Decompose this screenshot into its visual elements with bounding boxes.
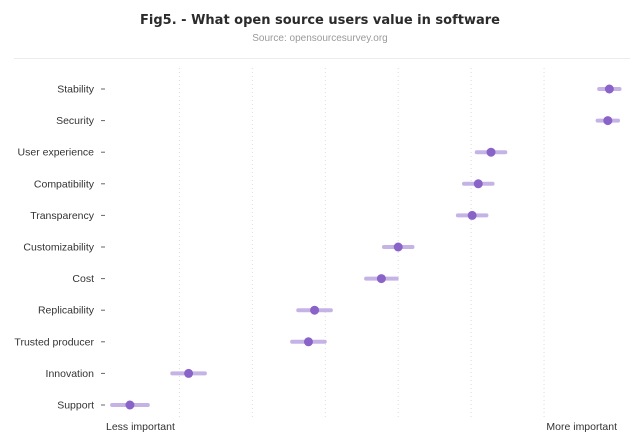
- category-label-user-experience: User experience: [18, 147, 95, 159]
- category-label-cost: Cost: [72, 273, 94, 285]
- chart-title: Fig5. - What open source users value in …: [140, 13, 500, 28]
- data-point-support: [125, 400, 135, 410]
- data-point-trusted-producer: [303, 337, 313, 347]
- data-point-cost: [376, 274, 386, 284]
- title-divider: [14, 58, 630, 59]
- category-label-compatibility: Compatibility: [34, 178, 95, 190]
- data-points: [125, 84, 614, 410]
- chart-subtitle: Source: opensourcesurvey.org: [252, 33, 388, 44]
- data-point-user-experience: [486, 147, 496, 157]
- data-point-innovation: [184, 368, 194, 378]
- data-point-transparency: [467, 210, 477, 220]
- category-label-transparency: Transparency: [30, 210, 95, 222]
- data-point-customizability: [393, 242, 403, 252]
- category-label-stability: Stability: [57, 84, 95, 96]
- grid-lines: [178, 68, 545, 418]
- data-point-compatibility: [473, 179, 483, 189]
- data-point-security: [603, 116, 613, 126]
- x-axis-label-max: More important: [546, 421, 617, 433]
- category-label-security: Security: [56, 115, 95, 127]
- category-label-customizability: Customizability: [23, 242, 94, 254]
- x-axis-label-min: Less important: [106, 421, 175, 433]
- tick-marks: [101, 88, 105, 406]
- category-label-replicability: Replicability: [38, 305, 95, 317]
- category-label-trusted-producer: Trusted producer: [14, 336, 94, 348]
- category-labels: Stability Security User experience Compatib…: [14, 84, 94, 412]
- data-point-stability: [604, 84, 614, 94]
- category-label-innovation: Innovation: [46, 368, 95, 380]
- category-label-support: Support: [57, 400, 94, 412]
- error-bars: [110, 87, 622, 407]
- data-point-replicability: [310, 305, 320, 315]
